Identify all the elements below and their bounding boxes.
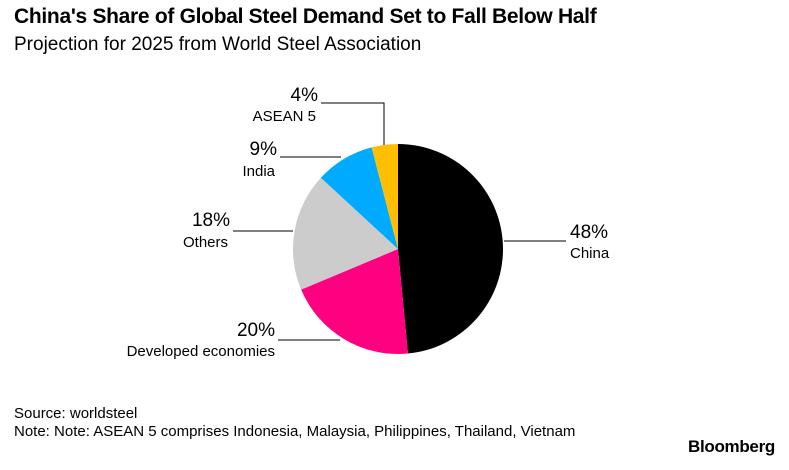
pie-labels: 48% China 20% Developed economies 18% Others 9… [127,85,610,360]
chart-title: China's Share of Global Steel Demand Set… [14,5,597,28]
slice-name-label: Others [183,234,228,251]
footer-notes: Source: worldsteel Note: Note: ASEAN 5 c… [14,405,614,441]
slice-name-label: China [570,245,610,262]
pie-slices [293,144,504,354]
slice-percent-label: 9% [250,139,278,160]
pie-slice-asean-5 [371,144,398,249]
slice-percent-label: 18% [192,210,230,231]
pie-slice-china [398,144,504,354]
slice-percent-label: 20% [237,320,275,341]
slice-name-label: India [242,163,275,180]
bloomberg-logo: Bloomberg [687,437,775,456]
pie-slice-developed-economies [301,249,408,354]
chart-subtitle: Projection for 2025 from World Steel Ass… [14,34,422,55]
note-text: Note: Note: ASEAN 5 comprises Indonesia,… [14,423,576,440]
leader-line [321,102,385,145]
slice-name-label: Developed economies [127,343,275,360]
slice-name-label: ASEAN 5 [253,108,316,125]
slice-percent-label: 4% [291,85,319,106]
slice-percent-label: 48% [570,222,608,243]
source-text: Source: worldsteel [14,405,138,422]
pie-slice-others [293,177,398,290]
pie-slice-india [320,147,398,249]
